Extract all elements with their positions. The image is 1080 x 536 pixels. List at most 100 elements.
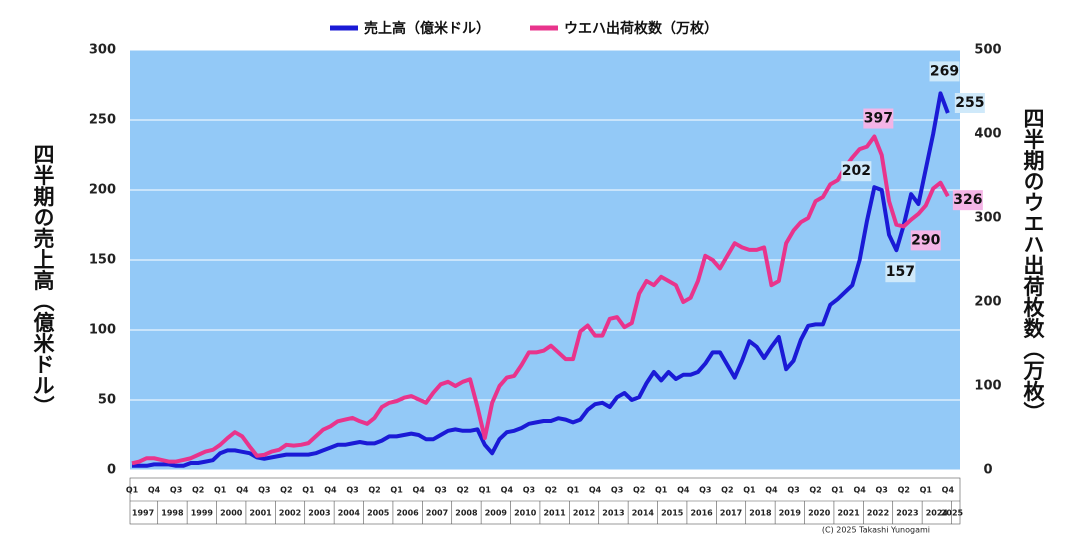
year-label: 2011 [543,509,566,518]
year-label: 2018 [749,509,772,518]
x-tick-label: Q3 [611,486,623,495]
x-tick-label: Q2 [280,486,292,495]
x-tick-label: Q1 [214,486,227,495]
x-tick-label: Q2 [898,486,910,495]
y2-tick-label: 0 [983,463,992,478]
data-label: 290 [911,232,940,248]
x-tick-label: Q4 [853,486,866,495]
year-label: 2012 [573,509,595,518]
x-tick-label: Q4 [942,486,955,495]
y-tick-label: 300 [89,43,116,58]
x-tick-label: Q4 [236,486,249,495]
year-label: 1999 [191,509,214,518]
year-label: 2008 [455,509,478,518]
x-tick-label: Q2 [633,486,645,495]
year-label: 2005 [367,509,390,518]
y-tick-label: 50 [98,393,116,408]
year-label: 2015 [661,509,684,518]
data-label-bg [929,61,960,82]
year-label: 2001 [249,509,272,518]
legend-label: 売上高（億米ドル） [364,20,490,37]
x-tick-label: Q1 [126,486,139,495]
y2-tick-label: 300 [974,211,1001,226]
year-label: 2006 [396,509,419,518]
series-line [132,91,950,468]
x-tick-label: Q3 [435,486,447,495]
data-label-bg [910,230,941,251]
x-tick-label: Q2 [192,486,204,495]
x-tick-label: Q4 [765,486,778,495]
x-tick-label: Q1 [831,486,844,495]
x-tick-label: Q2 [721,486,733,495]
year-label: 2009 [485,509,508,518]
y-tick-label: 200 [89,183,116,198]
y-tick-label: 100 [89,323,116,338]
year-label: 2003 [308,509,330,518]
credit: (C) 2025 Takashi Yunogami [822,526,930,535]
x-tick-label: Q1 [567,486,580,495]
year-label: 2007 [426,509,448,518]
year-label: 2016 [690,509,713,518]
x-tick-label: Q2 [457,486,469,495]
y2-tick-label: 200 [974,295,1001,310]
y2-tick-label: 100 [974,379,1001,394]
x-tick-label: Q4 [324,486,337,495]
data-label-bg [952,190,983,211]
year-label: 2024 [926,509,949,518]
x-tick-label: Q3 [170,486,182,495]
y-tick-label: 250 [89,113,116,128]
year-label: 2002 [279,509,301,518]
year-label: 2025 [941,509,964,518]
year-label: 1997 [132,509,154,518]
year-label: 2019 [779,509,802,518]
x-tick-label: Q1 [479,486,492,495]
y2-tick-label: 500 [974,43,1001,58]
x-tick-label: Q4 [148,486,161,495]
x-tick-label: Q4 [677,486,690,495]
data-label-bg [863,108,894,129]
year-label: 2023 [896,509,918,518]
x-tick-label: Q4 [412,486,425,495]
legend-label: ウエハ出荷枚数（万枚） [564,20,718,37]
year-label: 2000 [220,509,243,518]
y-tick-label: 0 [107,463,116,478]
x-tick-label: Q3 [346,486,358,495]
x-tick-label: Q1 [743,486,756,495]
data-label-bg [885,262,916,283]
x-tick-label: Q2 [545,486,557,495]
x-tick-label: Q4 [589,486,602,495]
x-tick-label: Q3 [699,486,711,495]
x-tick-label: Q1 [390,486,403,495]
x-tick-label: Q2 [368,486,380,495]
x-tick-label: Q3 [876,486,888,495]
y-tick-label: 150 [89,253,116,268]
year-label: 2013 [602,509,624,518]
x-tick-label: Q1 [655,486,668,495]
data-label: 202 [842,163,871,179]
year-label: 2014 [632,509,655,518]
year-label: 2004 [338,509,361,518]
year-label: 1998 [161,509,184,518]
year-label: 2020 [808,509,831,518]
y2-tick-label: 400 [974,127,1001,142]
data-label: 157 [886,264,915,280]
x-tick-label: Q3 [523,486,535,495]
data-label: 269 [930,63,959,79]
year-label: 2010 [514,509,537,518]
x-tick-label: Q2 [809,486,821,495]
x-tick-label: Q3 [787,486,799,495]
series-line [131,134,950,466]
year-label: 2022 [867,509,889,518]
data-label: 255 [955,95,984,111]
year-label: 2017 [720,509,742,518]
x-tick-label: Q3 [258,486,270,495]
x-tick-label: Q4 [501,486,514,495]
data-label-bg [841,161,872,182]
y2-axis-title: 四半期のウエハ出荷枚数（万枚） [1021,108,1046,423]
data-label-bg [954,93,985,113]
data-label: 397 [864,111,893,127]
x-tick-label: Q1 [302,486,315,495]
x-tick-label: Q1 [920,486,933,495]
y-axis-title: 四半期の売上高（億米ドル） [31,144,55,417]
